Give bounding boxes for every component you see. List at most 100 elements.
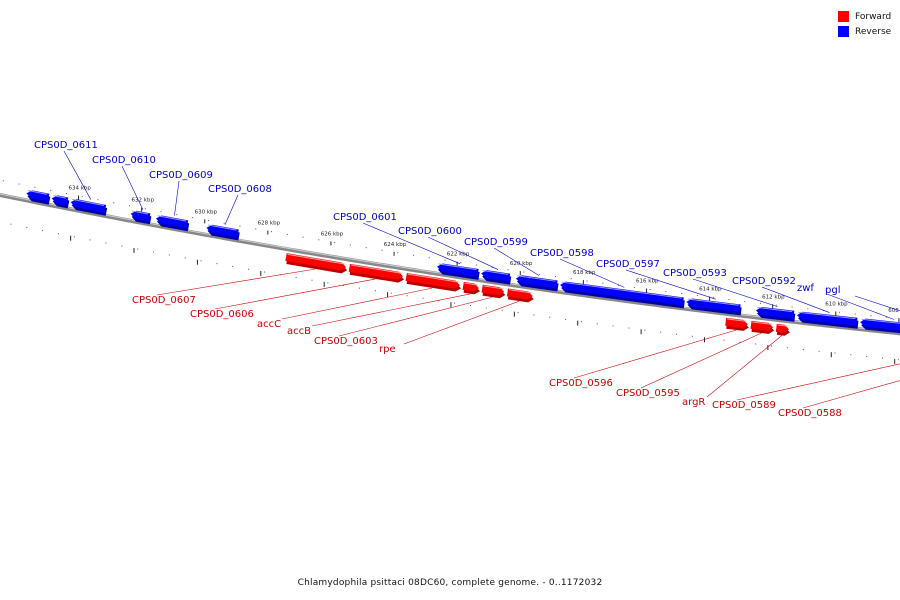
reverse-gene — [797, 311, 859, 329]
guide-dot — [802, 349, 804, 351]
guide-dot — [565, 318, 567, 320]
guide-dot — [318, 239, 320, 241]
leader-reverse — [493, 247, 540, 276]
leader-reverse — [224, 194, 239, 225]
tick-label: 630 kbp — [195, 209, 218, 215]
guide-dot — [517, 312, 519, 314]
guide-dot — [523, 271, 525, 273]
gene-highlight — [752, 321, 772, 325]
guide-dot — [365, 247, 367, 249]
leader-reverse — [559, 258, 625, 288]
gene-highlight — [464, 282, 478, 286]
gene-label-reverse: CPS0D_0597 — [596, 259, 660, 270]
gene-label-forward: CPS0D_0595 — [616, 388, 680, 399]
guide-dot — [866, 355, 868, 357]
guide-dot — [390, 292, 392, 294]
gene-highlight — [561, 281, 682, 299]
guide-dot — [153, 251, 155, 253]
guide-dot — [271, 231, 273, 233]
guide-dot — [295, 277, 297, 279]
gene-body — [506, 288, 533, 300]
guide-dot — [311, 279, 313, 281]
gene-highlight — [482, 270, 509, 275]
guide-dot — [438, 300, 440, 302]
tick-label: 616 kbp — [636, 279, 659, 285]
genome-caption: Chlamydophila psittaci 08DC60, complete … — [297, 578, 603, 588]
gene-body — [797, 311, 858, 326]
guide-dot — [232, 265, 234, 267]
gene-highlight — [483, 285, 503, 290]
guide-dot — [854, 313, 856, 315]
guide-dot — [491, 266, 493, 268]
guide-dot — [327, 282, 329, 284]
gene-highlight — [157, 215, 187, 222]
guide-dot — [81, 196, 83, 198]
gene-labels: CPS0D_0611 CPS0D_0610 CPS0D_0609 CPS0D_0608… — [34, 140, 842, 419]
guide-dot — [882, 357, 884, 359]
gene-label-reverse: CPS0D_0592 — [732, 276, 796, 287]
forward-gene — [481, 284, 506, 299]
guide-dot — [586, 280, 588, 282]
guide-dot — [168, 254, 170, 256]
gene-body — [155, 215, 189, 229]
reverse-gene — [755, 306, 796, 322]
guide-dot — [723, 339, 725, 341]
leader-forward — [802, 380, 900, 409]
guide-dot — [223, 222, 225, 224]
gene-body — [70, 199, 107, 213]
guide-dot — [26, 226, 28, 228]
gene-highlight — [132, 210, 149, 215]
guide-dot — [834, 352, 836, 354]
gene-label-reverse: CPS0D_0610 — [92, 155, 156, 166]
guide-dot — [412, 254, 414, 256]
guide-dot — [760, 302, 762, 304]
guide-dot — [349, 244, 351, 246]
leader-forward — [706, 335, 783, 398]
guide-dot — [343, 285, 345, 287]
guide-dot — [507, 269, 509, 271]
leader-reverse — [854, 295, 900, 312]
guide-dot — [255, 228, 257, 230]
gene-highlight — [350, 264, 402, 274]
gene-label-forward: CPS0D_0606 — [190, 309, 254, 320]
guide-dot — [897, 359, 899, 361]
gene-body — [481, 270, 511, 282]
guide-dot — [476, 264, 478, 266]
gene-highlight — [757, 306, 793, 313]
guide-dot — [397, 252, 399, 254]
gene-label-reverse: CPS0D_0593 — [663, 268, 727, 279]
guide-dot — [50, 189, 52, 191]
guide-dot — [596, 323, 598, 325]
gene-body — [560, 281, 684, 306]
guide-dot — [18, 183, 20, 185]
reverse-gene — [206, 224, 240, 241]
gene-body — [206, 224, 239, 238]
tick-label: 624 kbp — [384, 242, 407, 248]
tick-label: 612 kbp — [762, 294, 785, 300]
guide-dot — [454, 302, 456, 304]
guide-dot — [539, 273, 541, 275]
gene-label-forward: rpe — [379, 344, 396, 355]
guide-dot — [184, 257, 186, 259]
guide-dot — [644, 329, 646, 331]
leader-reverse — [826, 293, 895, 320]
tick-label: 610 kbp — [825, 301, 848, 307]
gene-body — [686, 298, 741, 313]
reverse-gene — [515, 275, 559, 292]
gene-label-reverse: pgl — [825, 285, 840, 296]
reverse-gene — [155, 215, 190, 232]
gene-body — [860, 318, 900, 331]
guide-dot — [2, 180, 4, 182]
guide-dot — [554, 276, 556, 278]
guide-dot — [818, 350, 820, 352]
tick-label: 608 kbp — [888, 308, 900, 314]
guide-dot — [334, 241, 336, 243]
position-dots — [2, 180, 899, 361]
gene-body — [437, 263, 479, 277]
guide-dot — [73, 236, 75, 238]
guide-dot — [771, 345, 773, 347]
guide-dot — [712, 297, 714, 299]
forward-gene — [775, 323, 790, 336]
guide-dot — [602, 282, 604, 284]
legend-reverse-swatch — [838, 26, 849, 37]
